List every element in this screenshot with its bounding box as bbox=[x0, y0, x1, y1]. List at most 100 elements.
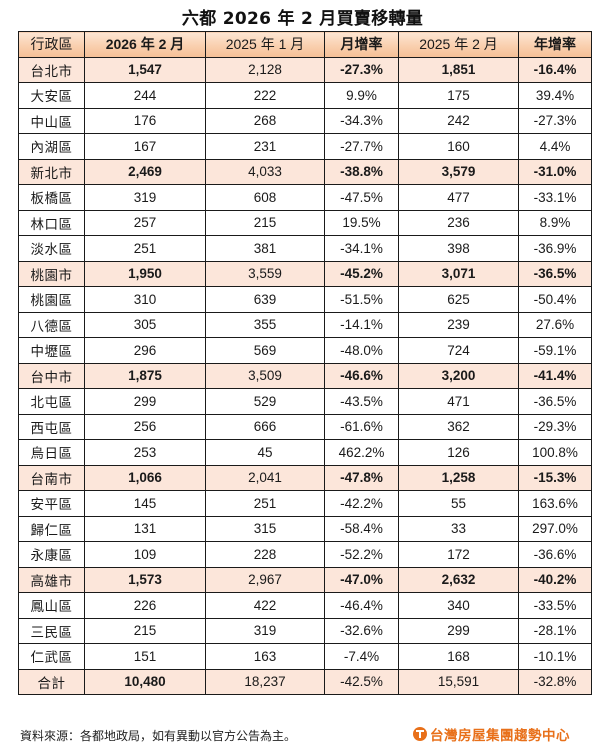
yoy-rate: -29.3% bbox=[518, 413, 592, 440]
yoy-rate: -40.2% bbox=[518, 566, 592, 593]
transfer-volume-table: 行政區 2026 年 2 月 2025 年 1 月 月增率 2025 年 2 月… bbox=[18, 31, 592, 695]
district-name: 仁武區 bbox=[18, 643, 85, 670]
district-name: 八德區 bbox=[18, 311, 85, 338]
mom-rate: 462.2% bbox=[324, 439, 399, 466]
district-name: 合計 bbox=[18, 668, 85, 695]
district-name: 三民區 bbox=[18, 617, 85, 644]
district-name: 西屯區 bbox=[18, 413, 85, 440]
jan-2025-value: 228 bbox=[205, 541, 325, 568]
feb-2025-value: 15,591 bbox=[398, 668, 519, 695]
district-name: 烏日區 bbox=[18, 439, 85, 466]
feb-2026-value: 1,950 bbox=[84, 260, 206, 287]
jan-2025-value: 2,967 bbox=[205, 566, 325, 593]
jan-2025-value: 2,128 bbox=[205, 56, 325, 83]
feb-2025-value: 2,632 bbox=[398, 566, 519, 593]
district-row: 八德區 305 355 -14.1% 239 27.6% bbox=[18, 311, 592, 338]
mom-rate: -47.0% bbox=[324, 566, 399, 593]
feb-2026-value: 151 bbox=[84, 643, 206, 670]
yoy-rate: -33.5% bbox=[518, 592, 592, 619]
district-name: 歸仁區 bbox=[18, 515, 85, 542]
district-row: 仁武區 151 163 -7.4% 168 -10.1% bbox=[18, 643, 592, 670]
district-row: 內湖區 167 231 -27.7% 160 4.4% bbox=[18, 133, 592, 160]
feb-2025-value: 3,579 bbox=[398, 158, 519, 185]
city-row: 台中市 1,875 3,509 -46.6% 3,200 -41.4% bbox=[18, 362, 592, 389]
mom-rate: -46.4% bbox=[324, 592, 399, 619]
taiwan-realty-logo-icon bbox=[413, 727, 427, 741]
feb-2025-value: 168 bbox=[398, 643, 519, 670]
feb-2026-value: 1,573 bbox=[84, 566, 206, 593]
district-row: 安平區 145 251 -42.2% 55 163.6% bbox=[18, 490, 592, 517]
feb-2026-value: 319 bbox=[84, 184, 206, 211]
jan-2025-value: 3,559 bbox=[205, 260, 325, 287]
header-2025-jan: 2025 年 1 月 bbox=[205, 31, 325, 58]
feb-2026-value: 176 bbox=[84, 107, 206, 134]
feb-2025-value: 477 bbox=[398, 184, 519, 211]
header-district: 行政區 bbox=[18, 31, 85, 58]
feb-2025-value: 299 bbox=[398, 617, 519, 644]
yoy-rate: 27.6% bbox=[518, 311, 592, 338]
feb-2026-value: 256 bbox=[84, 413, 206, 440]
district-name: 鳳山區 bbox=[18, 592, 85, 619]
jan-2025-value: 608 bbox=[205, 184, 325, 211]
feb-2025-value: 362 bbox=[398, 413, 519, 440]
header-yoy-rate: 年增率 bbox=[518, 31, 592, 58]
jan-2025-value: 231 bbox=[205, 133, 325, 160]
district-row: 桃園區 310 639 -51.5% 625 -50.4% bbox=[18, 286, 592, 313]
jan-2025-value: 3,509 bbox=[205, 362, 325, 389]
yoy-rate: -16.4% bbox=[518, 56, 592, 83]
feb-2026-value: 1,875 bbox=[84, 362, 206, 389]
district-row: 北屯區 299 529 -43.5% 471 -36.5% bbox=[18, 388, 592, 415]
city-row: 台南市 1,066 2,041 -47.8% 1,258 -15.3% bbox=[18, 464, 592, 491]
district-row: 歸仁區 131 315 -58.4% 33 297.0% bbox=[18, 515, 592, 542]
jan-2025-value: 163 bbox=[205, 643, 325, 670]
feb-2026-value: 296 bbox=[84, 337, 206, 364]
feb-2025-value: 160 bbox=[398, 133, 519, 160]
jan-2025-value: 215 bbox=[205, 209, 325, 236]
district-name: 桃園市 bbox=[18, 260, 85, 287]
yoy-rate: -36.9% bbox=[518, 235, 592, 262]
yoy-rate: -50.4% bbox=[518, 286, 592, 313]
city-row: 高雄市 1,573 2,967 -47.0% 2,632 -40.2% bbox=[18, 566, 592, 593]
district-name: 新北市 bbox=[18, 158, 85, 185]
jan-2025-value: 222 bbox=[205, 82, 325, 109]
yoy-rate: -27.3% bbox=[518, 107, 592, 134]
mom-rate: -61.6% bbox=[324, 413, 399, 440]
feb-2026-value: 2,469 bbox=[84, 158, 206, 185]
mom-rate: 9.9% bbox=[324, 82, 399, 109]
source-footnote: 資料來源：各都地政局，如有異動以官方公告為主。 bbox=[20, 729, 297, 743]
header-2026-feb: 2026 年 2 月 bbox=[84, 31, 206, 58]
header-2025-feb: 2025 年 2 月 bbox=[398, 31, 519, 58]
city-row: 台北市 1,547 2,128 -27.3% 1,851 -16.4% bbox=[18, 56, 592, 83]
jan-2025-value: 251 bbox=[205, 490, 325, 517]
yoy-rate: 39.4% bbox=[518, 82, 592, 109]
city-row: 桃園市 1,950 3,559 -45.2% 3,071 -36.5% bbox=[18, 260, 592, 287]
feb-2025-value: 1,258 bbox=[398, 464, 519, 491]
mom-rate: -42.2% bbox=[324, 490, 399, 517]
yoy-rate: 100.8% bbox=[518, 439, 592, 466]
yoy-rate: 163.6% bbox=[518, 490, 592, 517]
yoy-rate: -36.5% bbox=[518, 260, 592, 287]
yoy-rate: -33.1% bbox=[518, 184, 592, 211]
brand-logo: 台灣房屋集團趨勢中心 bbox=[413, 724, 570, 744]
yoy-rate: 297.0% bbox=[518, 515, 592, 542]
district-row: 三民區 215 319 -32.6% 299 -28.1% bbox=[18, 617, 592, 644]
feb-2026-value: 251 bbox=[84, 235, 206, 262]
jan-2025-value: 2,041 bbox=[205, 464, 325, 491]
district-name: 桃園區 bbox=[18, 286, 85, 313]
jan-2025-value: 319 bbox=[205, 617, 325, 644]
mom-rate: -47.5% bbox=[324, 184, 399, 211]
feb-2026-value: 131 bbox=[84, 515, 206, 542]
yoy-rate: -15.3% bbox=[518, 464, 592, 491]
feb-2026-value: 1,066 bbox=[84, 464, 206, 491]
total-row: 合計 10,480 18,237 -42.5% 15,591 -32.8% bbox=[18, 668, 592, 695]
jan-2025-value: 381 bbox=[205, 235, 325, 262]
feb-2025-value: 236 bbox=[398, 209, 519, 236]
district-row: 大安區 244 222 9.9% 175 39.4% bbox=[18, 82, 592, 109]
district-name: 台中市 bbox=[18, 362, 85, 389]
yoy-rate: -10.1% bbox=[518, 643, 592, 670]
feb-2025-value: 242 bbox=[398, 107, 519, 134]
feb-2026-value: 10,480 bbox=[84, 668, 206, 695]
mom-rate: -32.6% bbox=[324, 617, 399, 644]
jan-2025-value: 315 bbox=[205, 515, 325, 542]
header-mom-rate: 月增率 bbox=[324, 31, 399, 58]
